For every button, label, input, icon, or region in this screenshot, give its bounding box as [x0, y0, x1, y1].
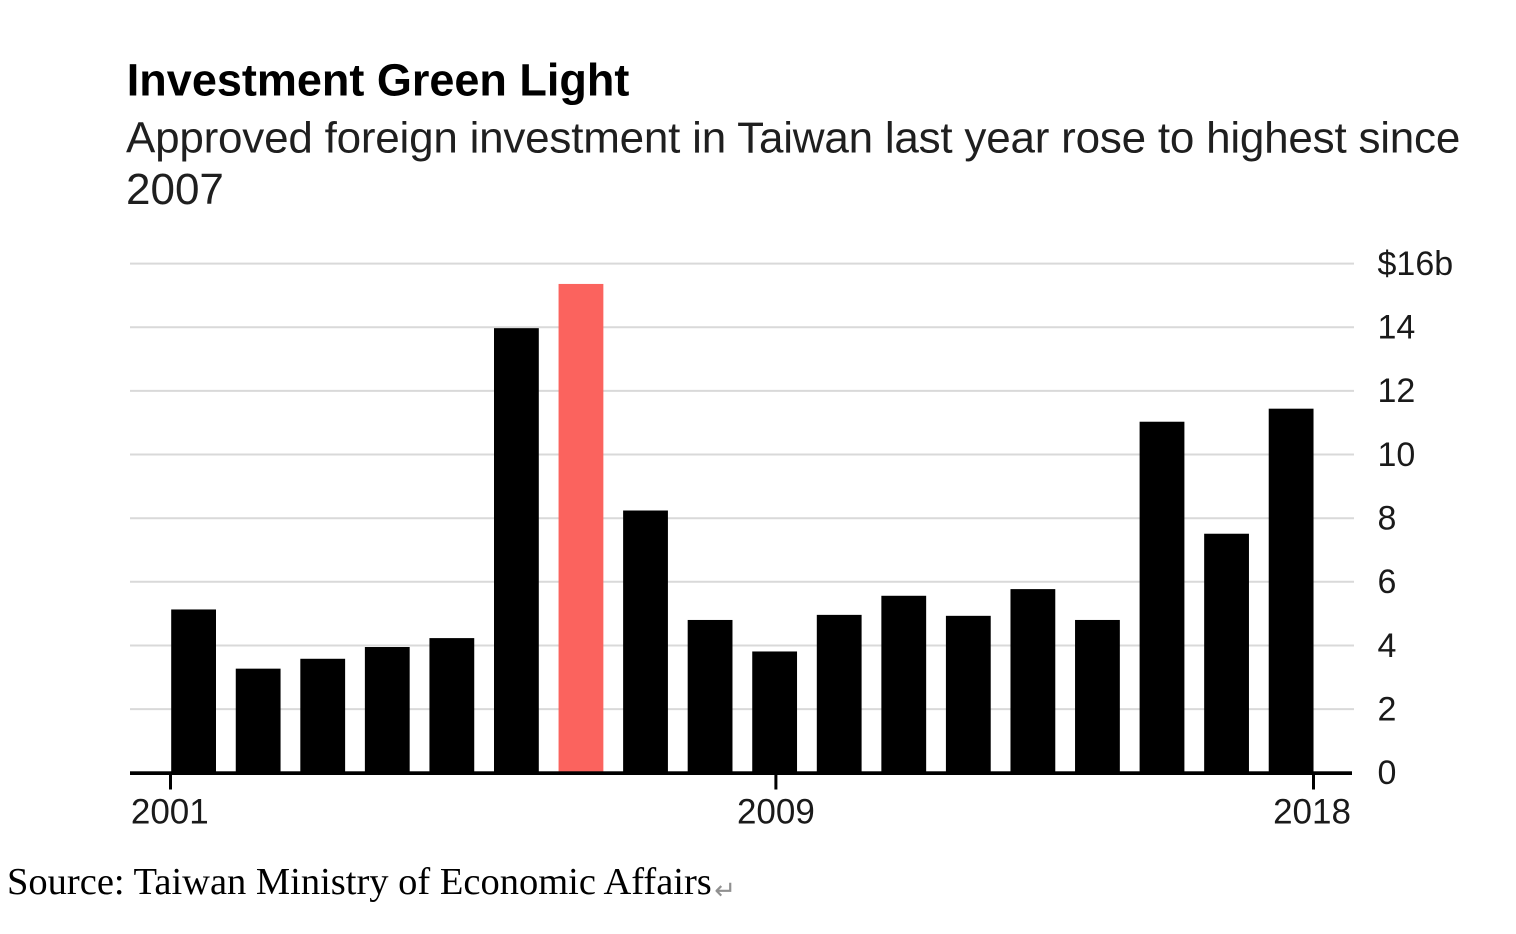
svg-text:Approved foreign investment in: Approved foreign investment in Taiwan la… — [126, 114, 1460, 163]
svg-text:2018: 2018 — [1273, 793, 1351, 832]
svg-text:Investment Green Light: Investment Green Light — [127, 55, 630, 106]
svg-text:2007: 2007 — [126, 165, 224, 214]
svg-text:2: 2 — [1378, 690, 1397, 728]
svg-text:$16b: $16b — [1378, 245, 1454, 283]
svg-text:2009: 2009 — [737, 793, 815, 832]
svg-text:6: 6 — [1378, 563, 1397, 601]
svg-text:14: 14 — [1378, 309, 1416, 347]
svg-text:12: 12 — [1378, 372, 1416, 410]
svg-text:4: 4 — [1378, 627, 1397, 665]
svg-text:0: 0 — [1378, 754, 1397, 792]
svg-text:2001: 2001 — [131, 793, 209, 832]
svg-text:Source: Taiwan Ministry of Eco: Source: Taiwan Ministry of Economic Affa… — [7, 861, 736, 905]
svg-text:10: 10 — [1378, 436, 1416, 474]
svg-text:8: 8 — [1378, 500, 1397, 538]
